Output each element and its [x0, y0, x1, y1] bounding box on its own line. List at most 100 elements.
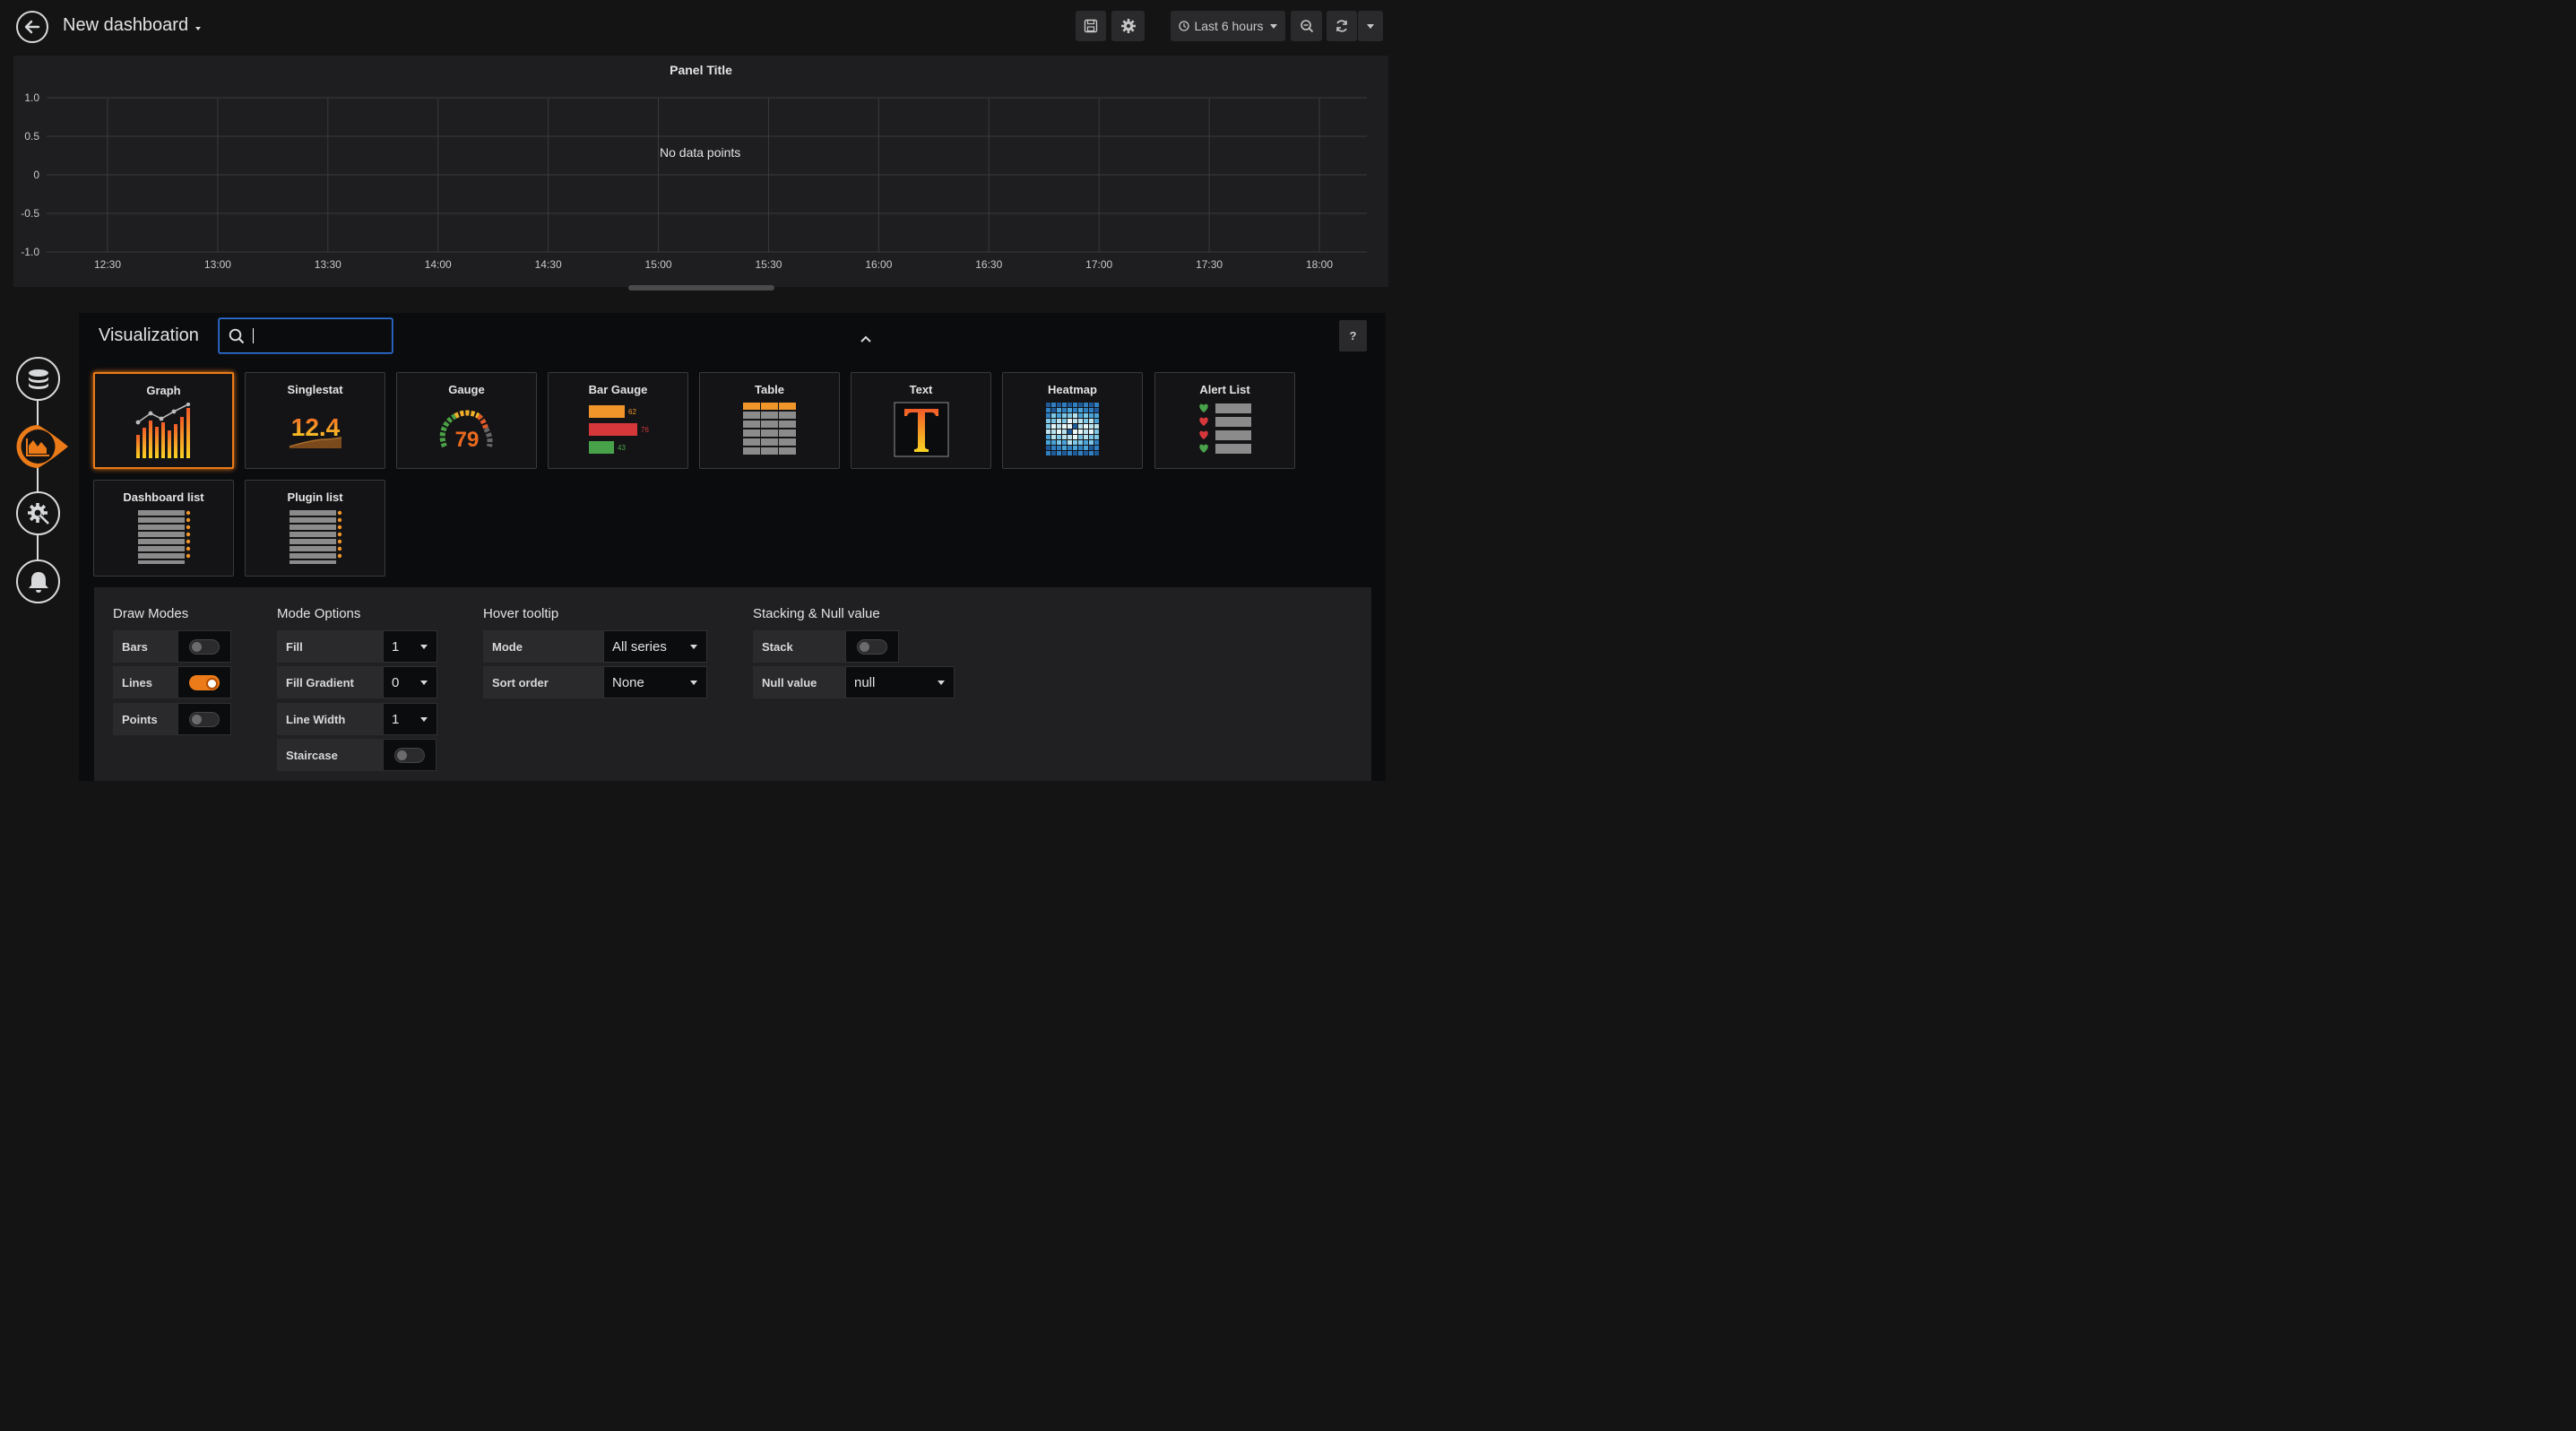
heatmap-cell — [1077, 403, 1083, 407]
visualization-search-input[interactable] — [255, 327, 385, 344]
general-settings-tab[interactable] — [16, 491, 60, 535]
y-tick-label: 0 — [33, 169, 39, 181]
viz-card-bar-gauge[interactable]: Bar Gauge 62 76 43 — [548, 372, 688, 469]
refresh-button[interactable] — [1327, 11, 1357, 41]
mode-options-title: Mode Options — [277, 606, 361, 621]
refresh-icon — [1336, 20, 1347, 32]
dashboard-title-text: New dashboard — [63, 15, 189, 35]
panel-resize-handle[interactable] — [628, 285, 774, 291]
heatmap-cell — [1067, 429, 1072, 434]
sort-order-select[interactable]: None — [603, 666, 707, 698]
alert-tab[interactable] — [16, 559, 60, 603]
bar-gauge-icon: 62 76 43 — [588, 405, 649, 454]
viz-card-graph[interactable]: Graph — [93, 372, 234, 469]
cog-wrench-icon — [27, 502, 50, 525]
heatmap-cell — [1094, 446, 1099, 450]
singlestat-icon: 12.4 — [289, 413, 341, 448]
x-tick-label: 18:00 — [1306, 258, 1333, 271]
heatmap-cell — [1072, 451, 1077, 455]
heatmap-cell — [1083, 435, 1088, 439]
heatmap-cell — [1056, 408, 1061, 412]
viz-card-table[interactable]: Table — [699, 372, 840, 469]
viz-card-label: Singlestat — [287, 383, 343, 396]
time-range-picker[interactable]: Last 6 hours — [1171, 11, 1285, 41]
heatmap-cell — [1050, 440, 1056, 445]
bar-gauge-value: 76 — [641, 426, 649, 434]
settings-button[interactable] — [1111, 11, 1145, 41]
alert-list-icon — [1198, 403, 1251, 454]
heatmap-cell — [1067, 435, 1072, 439]
tooltip-mode-select[interactable]: All series — [603, 630, 707, 663]
time-range-label: Last 6 hours — [1194, 19, 1264, 33]
y-tick-label: -0.5 — [21, 207, 39, 220]
table-icon — [742, 403, 796, 455]
heatmap-cell — [1045, 429, 1050, 434]
heatmap-cell — [1072, 440, 1077, 445]
back-button[interactable] — [16, 11, 48, 43]
heatmap-cell — [1050, 446, 1056, 450]
caret-down-icon — [938, 680, 945, 685]
heatmap-cell — [1094, 403, 1099, 407]
dashboard-title[interactable]: New dashboard — [63, 15, 202, 36]
viz-card-label: Dashboard list — [123, 490, 204, 504]
staircase-toggle[interactable] — [383, 739, 437, 771]
null-value-select[interactable]: null — [845, 666, 955, 698]
points-toggle[interactable] — [177, 703, 231, 735]
line-width-select[interactable]: 1 — [383, 703, 437, 735]
text-cursor — [253, 328, 254, 343]
heatmap-cell — [1083, 446, 1088, 450]
gauge-icon: 79 — [439, 410, 493, 452]
points-label: Points — [113, 703, 177, 735]
fill-gradient-select[interactable]: 0 — [383, 666, 437, 698]
heatmap-cell — [1077, 424, 1083, 429]
hover-tooltip-title: Hover tooltip — [483, 606, 559, 621]
queries-tab[interactable] — [16, 357, 60, 401]
gauge-value: 79 — [454, 428, 479, 452]
viz-card-plugin-list[interactable]: Plugin list — [245, 480, 385, 577]
stack-toggle[interactable] — [845, 630, 899, 663]
save-icon — [1084, 19, 1098, 33]
heatmap-cell — [1050, 403, 1056, 407]
heatmap-cell — [1045, 408, 1050, 412]
heatmap-cell — [1050, 424, 1056, 429]
collapse-chevron-icon[interactable] — [860, 332, 872, 348]
heatmap-cell — [1045, 413, 1050, 418]
clock-icon — [1179, 21, 1190, 31]
heatmap-cell — [1061, 419, 1067, 423]
viz-card-heatmap[interactable]: Heatmap — [1002, 372, 1143, 469]
zoom-out-button[interactable] — [1291, 11, 1322, 41]
y-tick-label: 0.5 — [24, 130, 39, 143]
graph-panel[interactable]: Panel Title 1.0 0.5 0 -0.5 -1.0 12:30 13:00 13:… — [13, 56, 1388, 287]
visualization-search[interactable] — [219, 318, 393, 353]
stack-label: Stack — [753, 630, 845, 663]
heatmap-cell — [1072, 413, 1077, 418]
chevron-down-icon — [195, 26, 202, 30]
help-button[interactable]: ? — [1339, 320, 1367, 351]
viz-card-singlestat[interactable]: Singlestat 12.4 — [245, 372, 385, 469]
heatmap-cell — [1083, 424, 1088, 429]
panel-title[interactable]: Panel Title — [670, 63, 732, 77]
heatmap-cell — [1067, 446, 1072, 450]
viz-card-gauge[interactable]: Gauge 79 — [396, 372, 537, 469]
heatmap-cell — [1094, 429, 1099, 434]
x-tick-label: 14:00 — [425, 258, 452, 271]
viz-card-text[interactable]: Text — [851, 372, 991, 469]
viz-card-dashboard-list[interactable]: Dashboard list — [93, 480, 234, 577]
viz-card-alert-list[interactable]: Alert List — [1154, 372, 1295, 469]
y-tick-label: -1.0 — [21, 246, 39, 258]
refresh-interval-dropdown[interactable] — [1358, 11, 1383, 41]
heatmap-cell — [1067, 408, 1072, 412]
heatmap-cell — [1050, 429, 1056, 434]
heatmap-cell — [1061, 440, 1067, 445]
bars-toggle[interactable] — [177, 630, 231, 663]
chevron-down-icon — [1367, 23, 1374, 29]
lines-toggle[interactable] — [177, 666, 231, 698]
visualization-tab[interactable] — [16, 424, 70, 469]
heatmap-cell — [1088, 403, 1094, 407]
heatmap-cell — [1088, 429, 1094, 434]
save-button[interactable] — [1076, 11, 1106, 41]
graph-icon — [135, 403, 190, 458]
sort-order-value: None — [612, 674, 644, 690]
null-value-value: null — [854, 674, 876, 690]
fill-select[interactable]: 1 — [383, 630, 437, 663]
